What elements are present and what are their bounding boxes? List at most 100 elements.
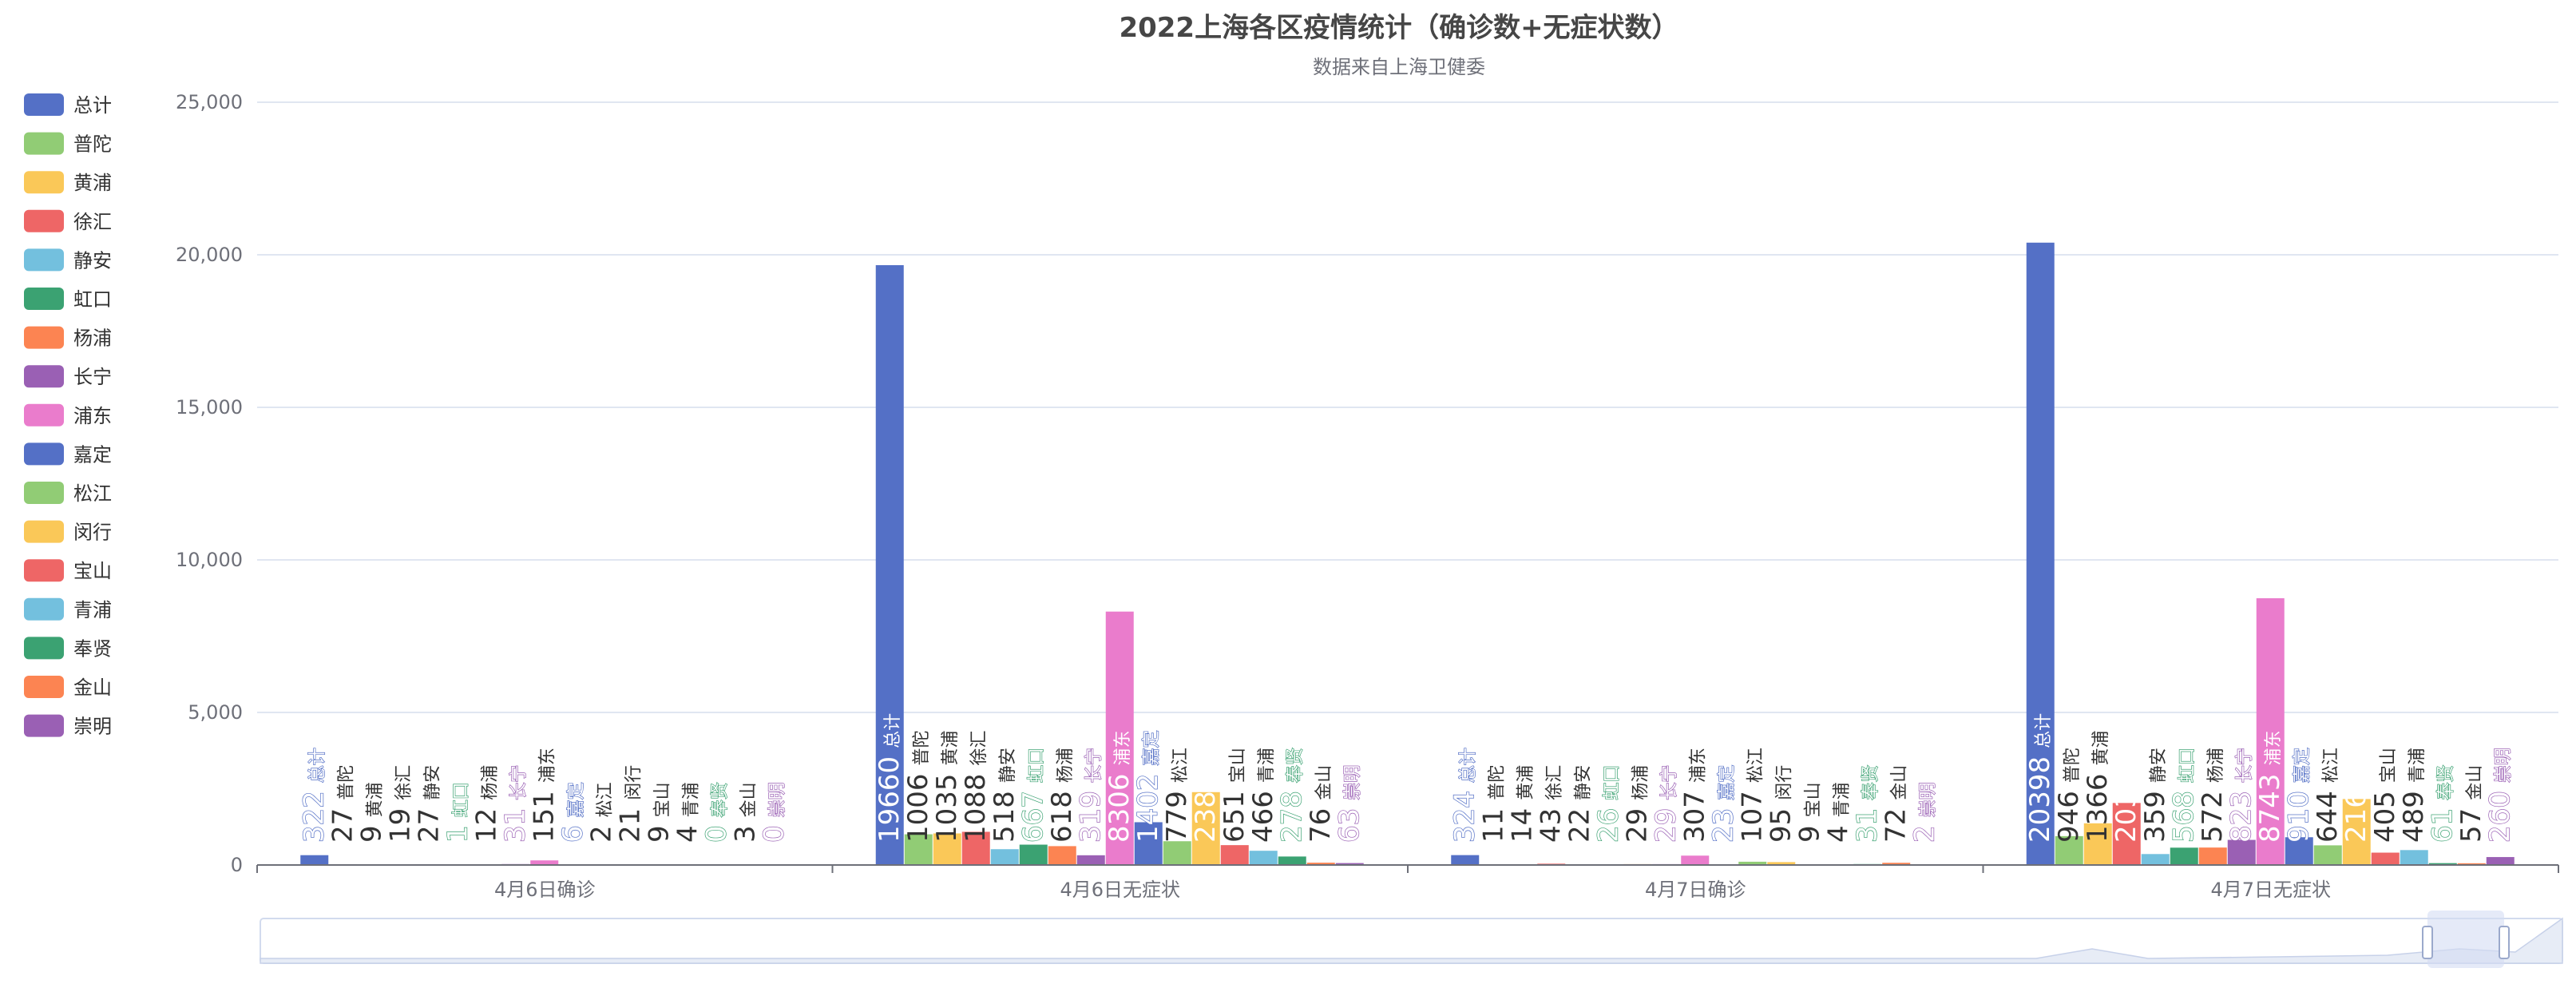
legend-item[interactable]: 奉贤	[24, 637, 112, 660]
bar-series-name-label: 闵行	[1774, 765, 1794, 800]
bar-label-text: 319 长宁	[1075, 748, 1107, 843]
bar-value-label: 2033	[2110, 773, 2142, 843]
bar-value-label: 107	[1736, 791, 1768, 843]
legend-item[interactable]: 长宁	[24, 365, 112, 388]
zoom-data-shadow	[260, 917, 2563, 964]
bar-value-label: 0	[700, 825, 732, 843]
bar-label-text: 2033 徐汇	[2110, 730, 2142, 843]
legend-item[interactable]: 宝山	[24, 559, 112, 582]
bar-series	[300, 242, 2515, 865]
bar-label-text: 0 奉贤	[700, 782, 732, 843]
legend-item[interactable]: 嘉定	[24, 442, 112, 466]
legend-label: 静安	[73, 249, 112, 272]
bar-label: 568 虹口	[2167, 747, 2200, 843]
legend-item[interactable]: 杨浦	[24, 326, 112, 350]
bar-series-name-label: 青浦	[1257, 748, 1277, 783]
legend-item[interactable]: 青浦	[24, 597, 112, 621]
legend-swatch	[24, 248, 64, 272]
bar-label-text: 4 青浦	[672, 782, 703, 843]
bar-series-name-label: 黄浦	[1516, 765, 1536, 800]
bar	[1191, 792, 1220, 865]
bar-label: 11 普陀	[1477, 765, 1509, 843]
legend-item[interactable]: 黄浦	[24, 171, 112, 194]
bar-series-name-label: 静安	[1573, 765, 1593, 800]
x-category-label: 4月6日无症状	[1060, 879, 1180, 901]
bar-label: 466 青浦	[1247, 748, 1279, 843]
chart-title: 2022上海各区疫情统计（确诊数+无症状数）	[1119, 12, 1678, 44]
legend-item[interactable]: 静安	[24, 248, 112, 272]
y-tick-label: 5,000	[188, 701, 243, 724]
bar-value-label: 63	[1334, 808, 1365, 843]
bar-series-name-label: 长宁	[509, 765, 529, 800]
legend-swatch	[24, 403, 64, 427]
legend-item[interactable]: 闵行	[24, 520, 112, 544]
bar-label-text: 72 金山	[1880, 765, 1912, 843]
bar-value-label: 43	[1535, 808, 1567, 843]
bar-label: 1366 黄浦	[2082, 730, 2114, 843]
bar-value-label: 910	[2283, 791, 2315, 843]
bar-value-label: 72	[1880, 808, 1912, 843]
bar-label: 518 静安	[989, 748, 1020, 843]
legend-item[interactable]: 崇明	[24, 714, 112, 738]
legend-item[interactable]: 总计	[24, 93, 112, 117]
bar-series-name-label: 普陀	[1487, 765, 1507, 800]
bar-label-text: 572 杨浦	[2197, 748, 2229, 843]
bar-label: 151 浦东	[528, 748, 560, 843]
bar-value-label: 278	[1276, 791, 1308, 843]
bar-label-text: 518 静安	[989, 748, 1020, 843]
bar-series-name-label: 奉贤	[1286, 748, 1306, 783]
bar-label: 6 嘉定	[557, 782, 589, 843]
bar-series-name-label: 青浦	[2408, 748, 2427, 783]
bar-label: 9 宝山	[1793, 782, 1825, 843]
bar-label-text: 57 金山	[2455, 765, 2487, 843]
bar-series-name-label: 徐汇	[1544, 765, 1564, 800]
bar-label: 2033 徐汇	[2110, 730, 2142, 843]
legend-item[interactable]: 普陀	[24, 132, 112, 156]
bar-label: 489 青浦	[2398, 748, 2430, 843]
bar-series-name-label: 宝山	[2379, 748, 2399, 783]
bar-series-name-label: 静安	[2149, 748, 2169, 783]
bar-label-text: 644 松江	[2312, 748, 2344, 843]
data-zoom-slider[interactable]	[260, 911, 2563, 968]
bar-value-label: 667	[1017, 791, 1049, 843]
legend-item[interactable]: 徐汇	[24, 209, 112, 233]
bar-value-label: 9	[643, 825, 675, 843]
zoom-window[interactable]	[2427, 911, 2504, 968]
bar	[2342, 799, 2371, 865]
bar-label: 14 黄浦	[1506, 765, 1538, 843]
zoom-handle-right[interactable]	[2499, 926, 2510, 959]
legend-label: 徐汇	[73, 211, 112, 233]
bar	[2428, 863, 2457, 865]
bar	[2055, 835, 2083, 865]
bar	[2227, 839, 2256, 865]
zoom-handle-left[interactable]	[2422, 926, 2433, 959]
bar-label: 1035 黄浦	[931, 730, 963, 843]
x-axis: 4月6日确诊 4月6日无症状 4月7日确诊 4月7日无症状	[256, 864, 2559, 901]
bar-label: 618 杨浦	[1046, 748, 1078, 843]
bar-label: 1088 徐汇	[960, 730, 992, 843]
bar-value-label: 29	[1650, 808, 1682, 843]
bar-label: 27 静安	[413, 765, 445, 843]
legend-item[interactable]: 金山	[24, 676, 112, 699]
bar-label-text: 260 崇明	[2484, 748, 2516, 843]
bar-label-text: 9 黄浦	[355, 782, 387, 843]
y-tick-label: 25,000	[176, 91, 243, 113]
bar-series-name-label: 长宁	[1084, 748, 1104, 783]
bar-value-label: 322	[298, 791, 330, 843]
bar-label: 95 闵行	[1765, 765, 1797, 843]
bar-label: 405 宝山	[2369, 748, 2401, 843]
bar-label: 1 虹口	[442, 782, 474, 843]
bar-label-text: 27 静安	[413, 765, 445, 843]
x-category-label: 4月7日无症状	[2210, 879, 2331, 901]
legend-item[interactable]: 虹口	[24, 288, 112, 311]
legend-item[interactable]: 松江	[24, 482, 112, 505]
bar-series-name-label: 崇明	[1918, 782, 1938, 817]
bar-value-label: 14	[1506, 808, 1538, 843]
bar-series-name-label: 浦东	[1688, 748, 1708, 783]
legend-item[interactable]: 浦东	[24, 403, 112, 427]
bar-label: 260 崇明	[2483, 747, 2516, 843]
bar-value-label: 1402	[1132, 773, 1164, 843]
bar-value-label: 19660	[874, 756, 906, 843]
bar-label-text: 1366 黄浦	[2082, 730, 2114, 843]
bar-label: 57 金山	[2455, 765, 2487, 843]
